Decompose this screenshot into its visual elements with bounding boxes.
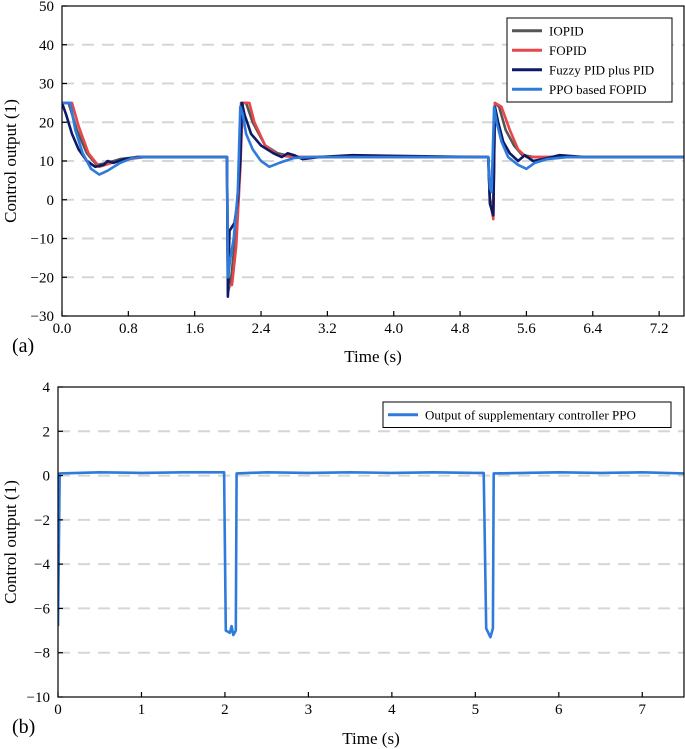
y-tick-label: −20 — [31, 270, 54, 286]
legend-entry: PPO based FOPID — [549, 82, 647, 97]
y-tick-label: 30 — [39, 77, 54, 93]
panel-label: (a) — [12, 335, 34, 357]
y-tick-label: 0 — [47, 193, 55, 209]
y-tick-label: −10 — [27, 690, 50, 706]
legend-box — [382, 401, 672, 428]
x-tick-label: 2 — [221, 702, 229, 718]
x-tick-label: 4.8 — [451, 321, 470, 337]
x-axis-title: Time (s) — [344, 347, 401, 366]
y-tick-label: −6 — [34, 601, 50, 617]
x-tick-label: 4.0 — [384, 321, 403, 337]
y-tick-label: 0 — [43, 469, 51, 485]
x-tick-label: 6 — [555, 702, 563, 718]
series-line-iopid — [62, 101, 684, 295]
x-tick-label: 4 — [388, 702, 396, 718]
x-tick-label: 1.6 — [185, 321, 204, 337]
x-tick-label: 3.2 — [318, 321, 337, 337]
y-axis-title: Control output (1) — [1, 99, 20, 223]
panel-a: 0.0 0.8 1.6 2.4 3.2 4.0 4.8 5.6 6.4 7.2 −30 −20 −10 0… — [1, 0, 685, 366]
x-axis-title: Time (s) — [342, 729, 399, 748]
x-tick-label: 7.2 — [650, 321, 669, 337]
y-tick-label: 4 — [43, 380, 51, 396]
y-tick-label: 40 — [39, 38, 54, 54]
y-tick-label: −4 — [34, 557, 50, 573]
x-tick-label: 2.4 — [252, 321, 271, 337]
x-tick-label: 0 — [54, 702, 62, 718]
y-tick-label: 10 — [39, 154, 54, 170]
panel-label: (b) — [12, 716, 35, 738]
legend-entry: Output of supplementary controller PPO — [425, 407, 636, 422]
x-tick-label: 1 — [138, 702, 146, 718]
series-line-fuzzy-pid-plus-pid — [62, 101, 684, 298]
y-tick-label: 50 — [39, 0, 54, 15]
legend-entry: Fuzzy PID plus PID — [549, 62, 654, 77]
y-tick-label: −2 — [34, 513, 50, 529]
x-tick-label: 6.4 — [583, 321, 602, 337]
x-tick-label: 3 — [305, 702, 313, 718]
y-tick-label: 2 — [43, 424, 51, 440]
series-line-ppo-based-fopid — [62, 101, 684, 279]
x-tick-label: 0.0 — [53, 321, 72, 337]
series-line-output-of-supplementary-controller-ppo — [58, 471, 684, 639]
y-tick-label: −10 — [31, 232, 54, 248]
x-tick-label: 0.8 — [119, 321, 138, 337]
plot-frame — [57, 386, 685, 698]
series-line-fopid — [62, 101, 684, 287]
y-axis-title: Control output (1) — [1, 480, 20, 604]
x-tick-label: 5.6 — [517, 321, 536, 337]
y-tick-label: −30 — [31, 309, 54, 325]
legend-entry: IOPID — [549, 23, 584, 38]
x-tick-label: 7 — [639, 702, 647, 718]
x-tick-label: 5 — [472, 702, 480, 718]
y-tick-label: 20 — [39, 115, 54, 131]
panel-b: 0 1 2 3 4 5 6 7 −10 −8 −6 −4 −2 0 2 4 Time (s) Control ou… — [1, 380, 685, 748]
legend-entry: FOPID — [549, 43, 587, 58]
y-tick-label: −8 — [34, 646, 50, 662]
